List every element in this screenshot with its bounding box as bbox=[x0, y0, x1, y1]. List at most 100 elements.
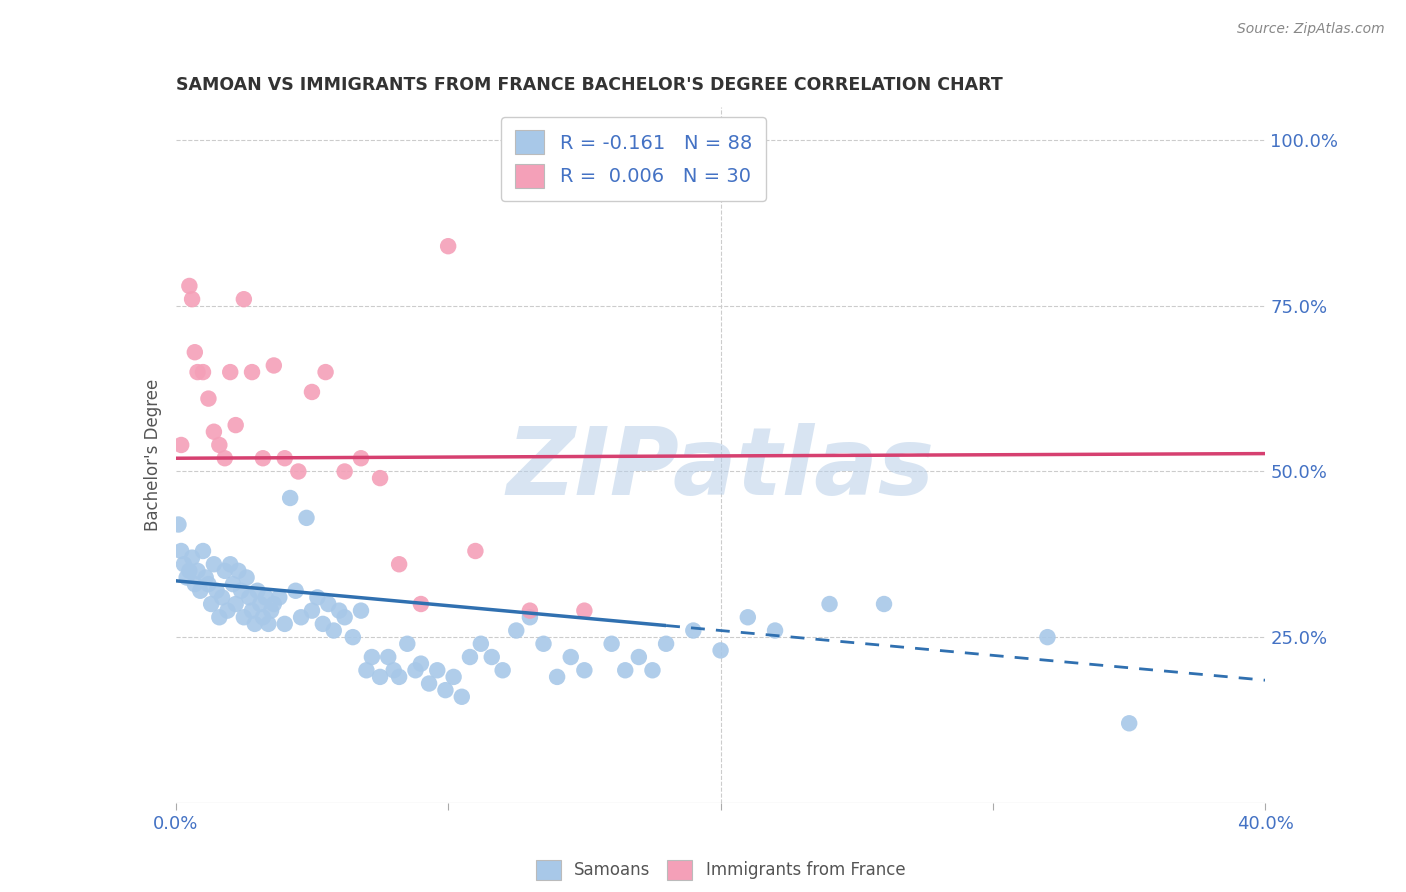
Samoans bbox=[368, 670, 391, 684]
Samoans bbox=[426, 663, 449, 677]
Samoans bbox=[873, 597, 896, 611]
Immigrants from France bbox=[350, 451, 373, 466]
Samoans bbox=[254, 591, 277, 605]
Samoans bbox=[307, 591, 329, 605]
Samoans bbox=[186, 564, 209, 578]
Samoans bbox=[240, 604, 263, 618]
Samoans bbox=[641, 663, 664, 677]
Samoans bbox=[342, 630, 364, 644]
Text: SAMOAN VS IMMIGRANTS FROM FRANCE BACHELOR'S DEGREE CORRELATION CHART: SAMOAN VS IMMIGRANTS FROM FRANCE BACHELO… bbox=[176, 77, 1002, 95]
Samoans bbox=[350, 604, 373, 618]
Samoans bbox=[225, 597, 247, 611]
Samoans bbox=[197, 577, 219, 591]
Samoans bbox=[284, 583, 307, 598]
Samoans bbox=[167, 517, 190, 532]
Samoans bbox=[260, 604, 283, 618]
Immigrants from France bbox=[219, 365, 242, 379]
Samoans bbox=[295, 511, 318, 525]
Immigrants from France bbox=[519, 604, 541, 618]
Immigrants from France bbox=[181, 292, 204, 306]
Samoans bbox=[274, 616, 297, 631]
Samoans bbox=[318, 597, 340, 611]
Immigrants from France bbox=[202, 425, 225, 439]
Samoans bbox=[269, 591, 291, 605]
Samoans bbox=[176, 570, 198, 584]
Samoans bbox=[1118, 716, 1140, 731]
Samoans bbox=[388, 670, 411, 684]
Immigrants from France bbox=[315, 365, 337, 379]
Immigrants from France bbox=[333, 465, 356, 479]
Samoans bbox=[214, 564, 236, 578]
Immigrants from France bbox=[179, 279, 201, 293]
Immigrants from France bbox=[186, 365, 209, 379]
Samoans bbox=[263, 597, 285, 611]
Samoans bbox=[219, 558, 242, 572]
Samoans bbox=[492, 663, 515, 677]
Samoans bbox=[246, 583, 269, 598]
Samoans bbox=[200, 597, 222, 611]
Samoans bbox=[470, 637, 492, 651]
Immigrants from France bbox=[184, 345, 207, 359]
Immigrants from France bbox=[464, 544, 486, 558]
Samoans bbox=[533, 637, 555, 651]
Samoans bbox=[405, 663, 427, 677]
Samoans bbox=[181, 550, 204, 565]
Samoans bbox=[458, 650, 481, 665]
Y-axis label: Bachelor's Degree: Bachelor's Degree bbox=[143, 379, 162, 531]
Immigrants from France bbox=[668, 153, 690, 167]
Samoans bbox=[235, 570, 257, 584]
Samoans bbox=[377, 650, 399, 665]
Immigrants from France bbox=[388, 558, 411, 572]
Samoans bbox=[278, 491, 301, 505]
Immigrants from France bbox=[574, 604, 596, 618]
Samoans bbox=[328, 604, 350, 618]
Samoans bbox=[505, 624, 527, 638]
Samoans bbox=[238, 591, 260, 605]
Samoans bbox=[1036, 630, 1059, 644]
Samoans bbox=[614, 663, 637, 677]
Immigrants from France bbox=[225, 418, 247, 433]
Immigrants from France bbox=[170, 438, 193, 452]
Samoans bbox=[737, 610, 759, 624]
Immigrants from France bbox=[263, 359, 285, 373]
Samoans bbox=[763, 624, 786, 638]
Samoans bbox=[627, 650, 650, 665]
Samoans bbox=[710, 643, 733, 657]
Samoans bbox=[232, 610, 254, 624]
Text: ZIPatlas: ZIPatlas bbox=[506, 423, 935, 515]
Samoans bbox=[682, 624, 704, 638]
Samoans bbox=[231, 583, 253, 598]
Samoans bbox=[290, 610, 312, 624]
Samoans bbox=[243, 616, 266, 631]
Samoans bbox=[179, 564, 201, 578]
Samoans bbox=[217, 604, 239, 618]
Samoans bbox=[184, 577, 207, 591]
Samoans bbox=[450, 690, 472, 704]
Immigrants from France bbox=[274, 451, 297, 466]
Samoans bbox=[560, 650, 582, 665]
Samoans bbox=[194, 570, 217, 584]
Immigrants from France bbox=[208, 438, 231, 452]
Samoans bbox=[519, 610, 541, 624]
Samoans bbox=[211, 591, 233, 605]
Samoans bbox=[170, 544, 193, 558]
Samoans bbox=[228, 564, 250, 578]
Immigrants from France bbox=[409, 597, 432, 611]
Immigrants from France bbox=[240, 365, 263, 379]
Samoans bbox=[205, 583, 228, 598]
Immigrants from France bbox=[368, 471, 391, 485]
Immigrants from France bbox=[197, 392, 219, 406]
Samoans bbox=[301, 604, 323, 618]
Immigrants from France bbox=[252, 451, 274, 466]
Immigrants from France bbox=[214, 451, 236, 466]
Samoans bbox=[443, 670, 465, 684]
Samoans bbox=[249, 597, 271, 611]
Samoans bbox=[252, 610, 274, 624]
Samoans bbox=[356, 663, 378, 677]
Immigrants from France bbox=[287, 465, 309, 479]
Samoans bbox=[322, 624, 344, 638]
Samoans bbox=[818, 597, 841, 611]
Samoans bbox=[333, 610, 356, 624]
Samoans bbox=[481, 650, 503, 665]
Samoans bbox=[312, 616, 335, 631]
